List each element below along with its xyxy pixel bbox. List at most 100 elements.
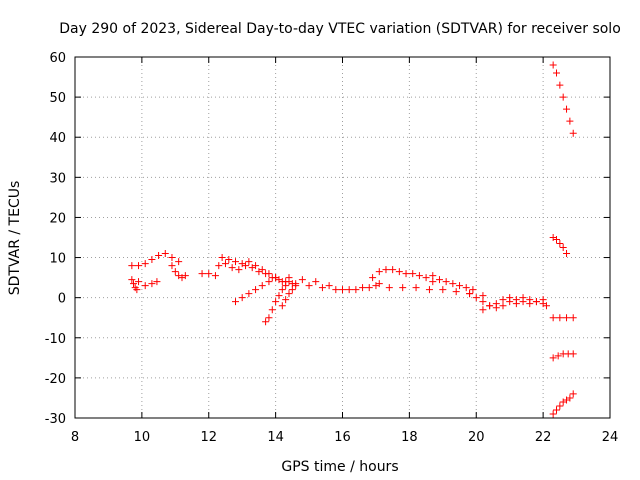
data-point bbox=[221, 260, 229, 268]
data-point bbox=[135, 278, 143, 286]
data-point bbox=[168, 254, 176, 262]
x-tick-label: 22 bbox=[535, 430, 552, 445]
data-point bbox=[429, 272, 437, 280]
data-point bbox=[506, 294, 514, 302]
data-point bbox=[479, 292, 487, 300]
series-band-1 bbox=[272, 274, 383, 294]
data-point bbox=[262, 270, 270, 278]
data-point bbox=[526, 296, 534, 304]
data-point bbox=[258, 282, 266, 290]
y-tick-label: -20 bbox=[45, 372, 66, 387]
data-point bbox=[228, 264, 236, 272]
data-point bbox=[556, 402, 564, 410]
data-point bbox=[352, 286, 360, 294]
data-point bbox=[566, 394, 574, 402]
data-point bbox=[425, 286, 433, 294]
data-point bbox=[532, 298, 540, 306]
x-tick-label: 20 bbox=[468, 430, 485, 445]
data-point bbox=[556, 314, 564, 322]
data-point bbox=[566, 117, 574, 125]
y-axis-ticks: -30 -20 -10 0 10 20 30 40 50 60 bbox=[45, 51, 610, 427]
data-point bbox=[339, 286, 346, 294]
data-point bbox=[399, 284, 407, 292]
data-point bbox=[252, 286, 260, 294]
data-point bbox=[569, 350, 577, 358]
y-tick-label: 60 bbox=[49, 51, 66, 66]
data-point bbox=[382, 266, 390, 274]
data-point bbox=[415, 272, 423, 280]
data-point bbox=[198, 270, 206, 278]
series-band-3 bbox=[385, 284, 487, 300]
series-mid-rise-a bbox=[232, 278, 273, 306]
data-point bbox=[479, 306, 487, 314]
data-point bbox=[569, 390, 577, 398]
data-point bbox=[153, 278, 161, 286]
data-point bbox=[452, 288, 460, 296]
data-point bbox=[486, 302, 494, 310]
data-point bbox=[285, 274, 293, 282]
data-point bbox=[265, 278, 273, 286]
data-point bbox=[556, 81, 564, 89]
y-tick-label: -30 bbox=[45, 412, 66, 427]
data-point bbox=[135, 262, 143, 270]
data-point bbox=[325, 282, 333, 290]
data-point bbox=[569, 129, 577, 137]
data-point bbox=[262, 318, 270, 326]
y-tick-label: -10 bbox=[45, 332, 66, 347]
data-point bbox=[141, 282, 149, 290]
series-spike-flat bbox=[549, 314, 577, 322]
data-point bbox=[288, 286, 296, 294]
x-tick-label: 12 bbox=[200, 430, 217, 445]
data-point bbox=[130, 280, 138, 288]
x-tick-label: 10 bbox=[134, 430, 151, 445]
data-point bbox=[278, 286, 286, 294]
data-point bbox=[519, 294, 527, 302]
series-band-4 bbox=[429, 272, 477, 294]
x-tick-label: 14 bbox=[267, 430, 284, 445]
data-point bbox=[472, 294, 480, 302]
data-point bbox=[312, 278, 320, 286]
data-point bbox=[242, 262, 250, 270]
data-point bbox=[278, 302, 286, 310]
data-point bbox=[539, 296, 547, 304]
data-point bbox=[369, 274, 377, 282]
data-point bbox=[492, 300, 500, 308]
data-point bbox=[278, 278, 286, 286]
data-point bbox=[205, 270, 213, 278]
data-point bbox=[218, 254, 226, 262]
data-point bbox=[479, 298, 487, 306]
data-point bbox=[148, 280, 156, 288]
data-point bbox=[248, 264, 256, 272]
data-point bbox=[435, 276, 443, 284]
series-spike-top bbox=[549, 61, 577, 137]
data-point bbox=[232, 298, 239, 306]
data-point bbox=[409, 270, 417, 278]
series-early-low bbox=[128, 276, 161, 294]
data-point bbox=[235, 266, 243, 274]
data-point bbox=[365, 284, 373, 292]
data-point bbox=[272, 298, 280, 306]
data-point bbox=[553, 69, 560, 77]
data-point bbox=[542, 302, 550, 310]
y-tick-label: 20 bbox=[49, 211, 66, 226]
data-point bbox=[255, 268, 263, 276]
data-point bbox=[232, 258, 239, 266]
data-point bbox=[499, 302, 507, 310]
x-tick-label: 16 bbox=[334, 430, 351, 445]
data-point bbox=[499, 296, 507, 304]
data-point bbox=[402, 270, 410, 278]
data-point bbox=[372, 282, 380, 290]
data-point bbox=[556, 240, 564, 248]
data-point bbox=[225, 256, 233, 264]
data-point bbox=[395, 268, 403, 276]
data-point bbox=[245, 290, 253, 298]
x-tick-label: 24 bbox=[602, 430, 619, 445]
data-point bbox=[512, 296, 520, 304]
data-point bbox=[449, 280, 457, 288]
data-point bbox=[292, 280, 300, 288]
data-point bbox=[412, 284, 420, 292]
data-point bbox=[553, 406, 560, 414]
series-early-drop bbox=[168, 262, 189, 282]
data-point bbox=[563, 250, 571, 258]
